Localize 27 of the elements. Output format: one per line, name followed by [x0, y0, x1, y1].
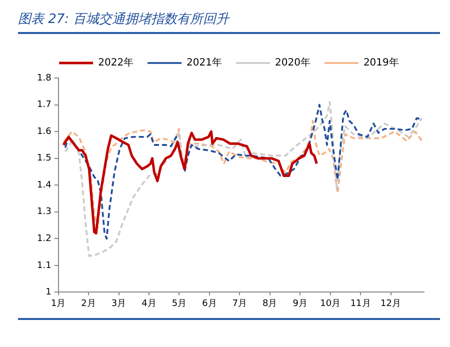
y-tick-label: 1 — [46, 288, 52, 298]
y-tick-label: 1.7 — [36, 100, 52, 110]
x-tick-label: 12月 — [380, 298, 401, 309]
legend-label: 2022年 — [98, 56, 134, 69]
legend-label: 2019年 — [363, 56, 399, 69]
x-tick-label: 8月 — [262, 298, 278, 309]
line-series — [62, 120, 423, 229]
x-tick-label: 7月 — [232, 298, 248, 309]
x-tick-label: 9月 — [292, 298, 308, 309]
x-tick-label: 1月 — [50, 298, 66, 309]
x-tick-label: 5月 — [172, 298, 187, 309]
x-tick-label: 11月 — [350, 298, 371, 309]
legend-label: 2021年 — [186, 56, 222, 69]
x-tick-label: 6月 — [202, 298, 217, 309]
chart-title: 图表 27: 百城交通拥堵指数有所回升 — [18, 10, 440, 34]
y-tick-label: 1.5 — [36, 154, 52, 164]
y-tick-label: 1.2 — [36, 234, 52, 244]
x-tick-label: 2月 — [81, 298, 96, 309]
x-tick-label: 3月 — [111, 298, 126, 309]
x-tick-label: 10月 — [320, 298, 341, 309]
x-tick-label: 4月 — [142, 298, 156, 309]
y-tick-label: 1.1 — [36, 260, 52, 271]
y-tick-label: 1.4 — [36, 180, 52, 190]
legend-label: 2020年 — [275, 56, 310, 69]
y-tick-label: 1.8 — [36, 73, 52, 84]
y-tick-label: 1.6 — [36, 126, 52, 137]
y-tick-label: 1.3 — [36, 207, 52, 218]
